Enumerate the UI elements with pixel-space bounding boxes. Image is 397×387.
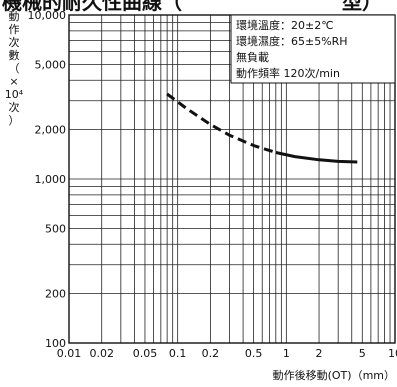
x-tick-label: 2 xyxy=(316,347,323,360)
x-tick-label: 0.2 xyxy=(202,347,220,360)
x-tick-label: 1 xyxy=(283,347,290,360)
y-tick-label: 10,000 xyxy=(28,9,67,22)
y-axis-label-char: 次 xyxy=(9,100,20,114)
annotation-text: 動作頻率 120次/min xyxy=(236,66,340,80)
x-tick-label: 5 xyxy=(359,347,366,360)
y-tick-label: 500 xyxy=(45,222,66,235)
x-axis-label: 動作後移動(OT)（mm） xyxy=(273,368,395,382)
y-tick-label: 5,000 xyxy=(35,58,67,71)
y-axis-label-char: （ xyxy=(9,62,20,75)
x-tick-label: 0.02 xyxy=(89,347,114,360)
y-axis-label-char: 10⁴ xyxy=(5,88,24,101)
y-tick-label: 100 xyxy=(45,337,66,350)
y-axis-label-char: × xyxy=(9,75,18,88)
y-axis-label-char: 作 xyxy=(9,23,20,36)
y-axis-label-char: 數 xyxy=(9,49,20,62)
y-axis-label-char: ） xyxy=(9,114,20,127)
y-tick-label: 200 xyxy=(45,288,66,301)
y-axis-label-char: 動 xyxy=(9,9,20,23)
series-line-dashed xyxy=(167,94,276,153)
annotation-text: 環境溫度：20±2℃ xyxy=(236,18,334,32)
x-tick-label: 10 xyxy=(388,347,397,360)
y-tick-label: 1,000 xyxy=(35,173,67,186)
annotation-text: 無負載 xyxy=(236,50,269,64)
series-line-solid xyxy=(276,153,358,163)
x-tick-label: 0.1 xyxy=(169,347,187,360)
x-tick-label: 0.05 xyxy=(133,347,158,360)
y-axis-label-char: 次 xyxy=(9,35,20,49)
y-tick-label: 2,000 xyxy=(35,124,67,137)
annotation-text: 環境濕度：65±5%RH xyxy=(236,34,348,48)
x-tick-label: 0.5 xyxy=(245,347,263,360)
